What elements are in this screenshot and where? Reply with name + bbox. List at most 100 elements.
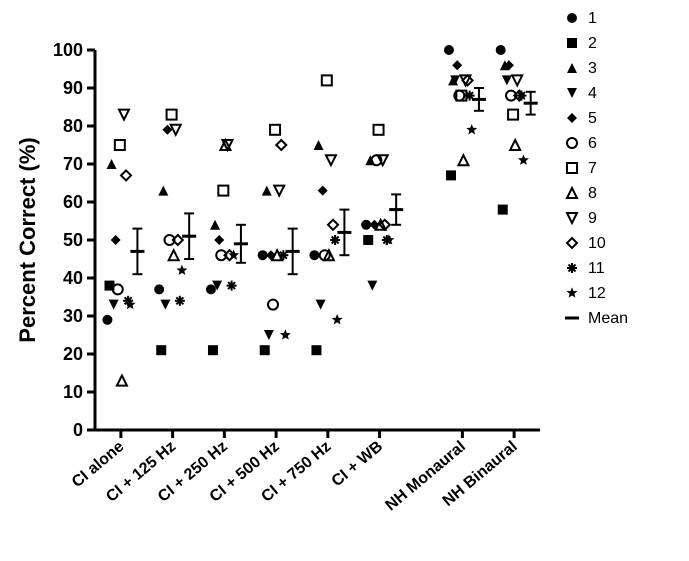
data-point	[374, 125, 384, 135]
legend-label: 4	[588, 85, 597, 102]
data-point	[111, 235, 121, 245]
legend-item: 10	[567, 235, 606, 252]
legend-label: Mean	[588, 310, 628, 327]
legend-label: 10	[588, 235, 606, 252]
data-point	[218, 186, 228, 196]
data-point	[268, 300, 278, 310]
data-point	[206, 284, 216, 294]
data-point	[154, 284, 164, 294]
data-point	[314, 140, 324, 150]
data-point	[444, 45, 454, 55]
data-point	[121, 170, 131, 180]
x-tick-label: CI + WB	[329, 438, 387, 490]
y-tick-label: 20	[63, 344, 83, 364]
legend-item: 12	[567, 285, 606, 302]
y-tick-label: 60	[63, 192, 83, 212]
mean-marker	[286, 229, 300, 275]
data-point	[280, 329, 291, 339]
data-point	[276, 140, 286, 150]
data-point	[270, 125, 280, 135]
data-point	[518, 154, 529, 164]
data-point	[107, 159, 117, 169]
y-tick-label: 100	[53, 40, 83, 60]
data-point	[330, 235, 340, 245]
data-point	[363, 235, 373, 245]
legend-item: 2	[567, 35, 597, 52]
data-point	[262, 186, 272, 196]
data-point	[158, 186, 168, 196]
data-point	[446, 170, 456, 180]
data-point	[160, 300, 170, 310]
data-point	[332, 314, 343, 324]
mean-marker	[472, 88, 486, 111]
scatter-chart: 0 10 20 30 40 50 60 70 80 90 100 Percent Correct (%…	[0, 0, 689, 561]
y-tick-label: 50	[63, 230, 83, 250]
data-point	[102, 315, 112, 325]
data-point	[516, 91, 526, 101]
data-point	[214, 235, 224, 245]
mean-marker	[130, 229, 144, 275]
y-tick-label: 90	[63, 78, 83, 98]
data-point	[119, 110, 129, 120]
legend-label: 7	[588, 160, 597, 177]
data-point	[466, 124, 477, 134]
legend-label: 12	[588, 285, 606, 302]
data-point	[322, 75, 332, 85]
y-tick-label: 70	[63, 154, 83, 174]
data-point	[311, 345, 321, 355]
legend-item: 4	[567, 85, 597, 102]
y-tick-label: 30	[63, 306, 83, 326]
data-point	[498, 205, 508, 215]
data-point	[210, 220, 220, 230]
data-point	[156, 345, 166, 355]
data-point	[510, 140, 520, 150]
legend-label: 3	[588, 60, 597, 77]
y-tick-label: 40	[63, 268, 83, 288]
data-point	[167, 110, 177, 120]
data-point	[458, 155, 468, 165]
mean-marker	[389, 194, 403, 224]
data-point	[175, 296, 185, 306]
legend-item: 8	[567, 185, 597, 202]
data-point	[208, 345, 218, 355]
data-point	[309, 250, 319, 260]
data-point	[512, 75, 522, 85]
data-point	[316, 300, 326, 310]
data-point	[117, 376, 127, 386]
data-point	[318, 186, 328, 196]
data-point	[274, 186, 284, 196]
legend-label: 6	[588, 135, 597, 152]
data-point	[109, 300, 119, 310]
legend-item: 6	[567, 135, 597, 152]
legend-item: 9	[567, 210, 597, 227]
y-tick-label: 10	[63, 382, 83, 402]
data-point	[264, 330, 274, 340]
data-point	[367, 281, 377, 291]
legend-item: 1	[567, 10, 597, 27]
legend-label: 8	[588, 185, 597, 202]
data-point	[502, 75, 512, 85]
data-point	[171, 125, 181, 135]
mean-marker	[182, 213, 196, 259]
data-point	[508, 110, 518, 120]
y-tick-label: 80	[63, 116, 83, 136]
data-point	[452, 60, 462, 70]
mean-marker	[337, 210, 351, 256]
legend-item-mean: Mean	[565, 310, 628, 327]
y-tick-label: 0	[73, 420, 83, 440]
legend-label: 2	[588, 35, 597, 52]
legend-label: 11	[588, 260, 605, 277]
legend-item: 7	[567, 160, 597, 177]
legend-item: 11	[567, 260, 605, 277]
data-point	[260, 345, 270, 355]
data-point	[328, 220, 338, 230]
legend-item: 5	[567, 110, 597, 127]
data-point	[496, 45, 506, 55]
data-point	[115, 140, 125, 150]
data-point	[169, 250, 179, 260]
data-point	[176, 265, 187, 275]
data-point	[227, 281, 237, 291]
data-point	[326, 155, 336, 165]
y-axis-label: Percent Correct (%)	[15, 137, 40, 342]
legend-item: 3	[567, 60, 597, 77]
